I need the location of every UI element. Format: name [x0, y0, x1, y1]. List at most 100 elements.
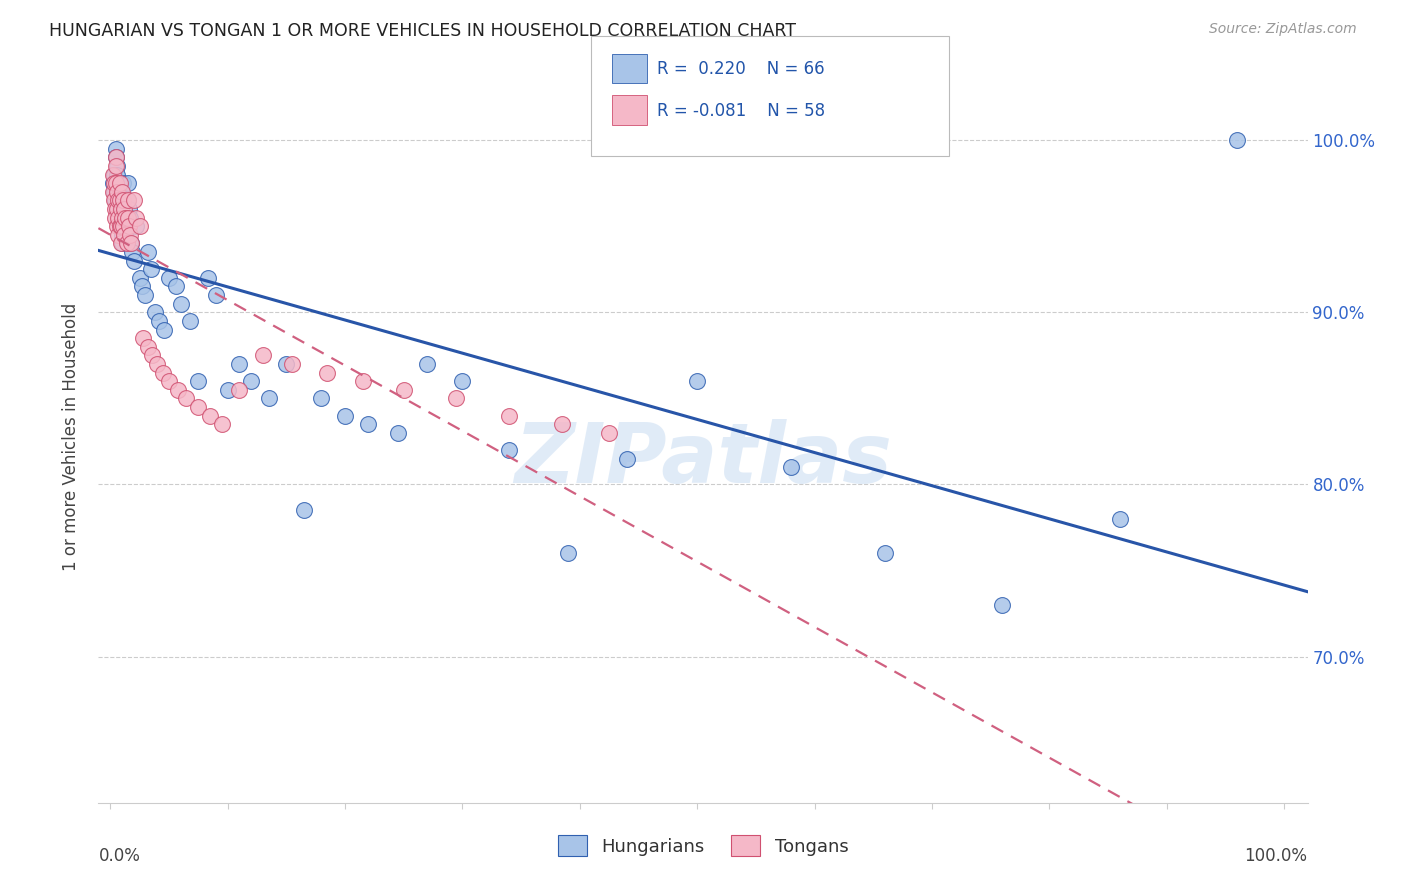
- Point: [197, 271, 219, 285]
- Point: [110, 202, 132, 216]
- Point: [128, 271, 150, 285]
- Point: [1108, 512, 1130, 526]
- Point: [118, 202, 141, 216]
- Point: [292, 503, 315, 517]
- Point: [105, 185, 128, 199]
- Point: [110, 236, 132, 251]
- Point: [176, 392, 198, 406]
- Point: [217, 383, 239, 397]
- Point: [103, 185, 125, 199]
- Point: [498, 442, 520, 457]
- Point: [117, 176, 139, 190]
- Point: [141, 262, 163, 277]
- Point: [108, 219, 131, 234]
- Point: [120, 236, 142, 251]
- Point: [125, 219, 148, 234]
- Point: [157, 374, 180, 388]
- Point: [112, 227, 135, 242]
- Point: [115, 236, 138, 251]
- Point: [281, 357, 304, 371]
- Point: [616, 451, 638, 466]
- Point: [357, 417, 380, 432]
- Point: [169, 296, 191, 310]
- Point: [451, 374, 474, 388]
- Point: [392, 383, 415, 397]
- Point: [112, 194, 135, 208]
- Y-axis label: 1 or more Vehicles in Household: 1 or more Vehicles in Household: [62, 303, 80, 571]
- Point: [141, 348, 163, 362]
- Point: [187, 400, 209, 414]
- Point: [105, 168, 128, 182]
- Point: [104, 211, 127, 225]
- Point: [105, 142, 128, 156]
- Text: 100.0%: 100.0%: [1244, 847, 1308, 864]
- Point: [152, 366, 174, 380]
- Point: [131, 279, 153, 293]
- Point: [108, 176, 131, 190]
- Point: [117, 194, 139, 208]
- Point: [105, 159, 128, 173]
- Point: [107, 176, 129, 190]
- Point: [333, 409, 356, 423]
- Point: [148, 314, 170, 328]
- Point: [105, 159, 128, 173]
- Point: [101, 185, 124, 199]
- Point: [165, 279, 187, 293]
- Point: [557, 546, 579, 560]
- Point: [121, 245, 143, 260]
- Point: [110, 219, 132, 234]
- Point: [352, 374, 374, 388]
- Point: [120, 227, 142, 242]
- Point: [120, 236, 142, 251]
- Point: [598, 425, 620, 440]
- Point: [117, 194, 139, 208]
- Point: [125, 211, 148, 225]
- Point: [873, 546, 896, 560]
- Point: [143, 305, 166, 319]
- Point: [112, 202, 135, 216]
- Point: [118, 219, 141, 234]
- Point: [105, 176, 128, 190]
- Point: [105, 150, 128, 164]
- Text: 0.0%: 0.0%: [98, 847, 141, 864]
- Point: [128, 219, 150, 234]
- Text: ZIPatlas: ZIPatlas: [515, 418, 891, 500]
- Point: [105, 202, 128, 216]
- Point: [107, 185, 129, 199]
- Point: [316, 366, 339, 380]
- Point: [111, 227, 134, 242]
- Point: [122, 253, 145, 268]
- Point: [107, 211, 129, 225]
- Text: R =  0.220    N = 66: R = 0.220 N = 66: [657, 60, 824, 78]
- Point: [105, 150, 128, 164]
- Point: [252, 348, 274, 362]
- Point: [198, 409, 221, 423]
- Point: [228, 383, 250, 397]
- Point: [103, 194, 125, 208]
- Point: [103, 176, 125, 190]
- Point: [111, 185, 134, 199]
- Point: [211, 417, 233, 432]
- Point: [132, 331, 155, 345]
- Point: [105, 219, 128, 234]
- Point: [240, 374, 263, 388]
- Point: [179, 314, 201, 328]
- Text: Source: ZipAtlas.com: Source: ZipAtlas.com: [1209, 22, 1357, 37]
- Point: [187, 374, 209, 388]
- Point: [416, 357, 439, 371]
- Point: [112, 202, 135, 216]
- Point: [136, 245, 159, 260]
- Point: [136, 340, 159, 354]
- Point: [122, 194, 145, 208]
- Point: [108, 194, 131, 208]
- Point: [104, 194, 127, 208]
- Point: [114, 227, 136, 242]
- Point: [112, 219, 135, 234]
- Point: [112, 176, 135, 190]
- Point: [101, 176, 124, 190]
- Point: [107, 194, 129, 208]
- Point: [120, 211, 142, 225]
- Point: [257, 392, 280, 406]
- Point: [110, 219, 132, 234]
- Point: [387, 425, 409, 440]
